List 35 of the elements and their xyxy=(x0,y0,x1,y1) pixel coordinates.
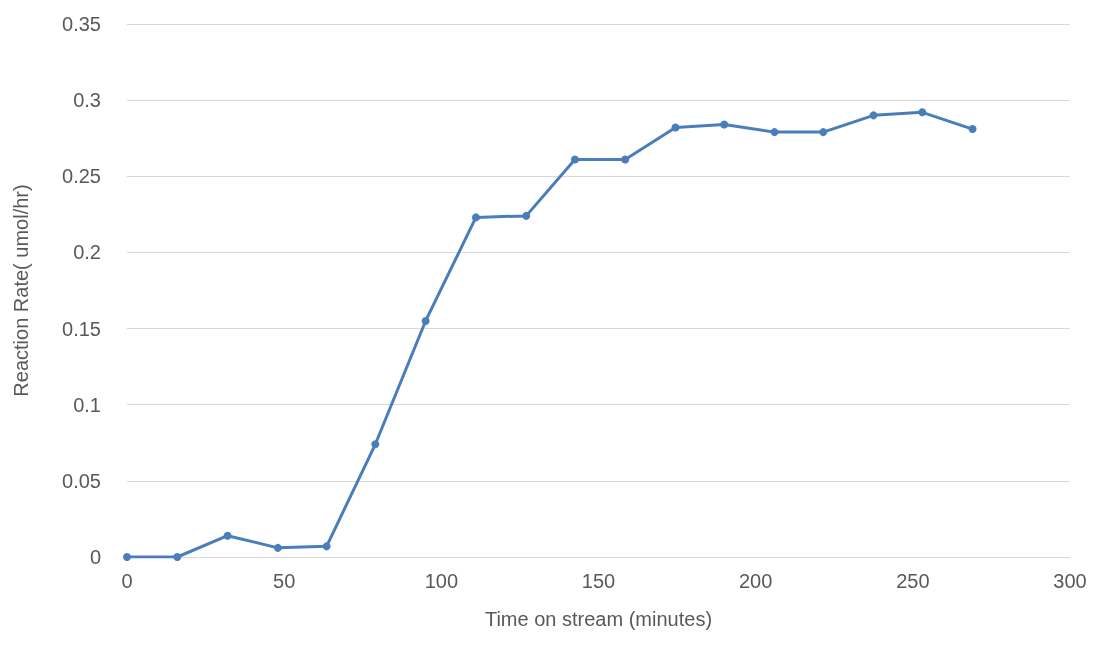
point xyxy=(918,108,927,117)
x-tick-label: 250 xyxy=(896,570,930,592)
point xyxy=(223,531,232,540)
point xyxy=(123,553,131,561)
point xyxy=(621,155,630,164)
point xyxy=(819,128,828,137)
point xyxy=(671,123,680,132)
point xyxy=(570,155,579,164)
y-tick-label: 0.05 xyxy=(62,469,101,492)
y-tick-label: 0.15 xyxy=(62,317,101,340)
x-tick-label: 150 xyxy=(581,570,616,592)
y-tick-label: 0.1 xyxy=(73,393,101,416)
point xyxy=(322,542,331,551)
point xyxy=(471,213,480,222)
y-tick-label: 0.25 xyxy=(62,165,101,188)
y-tick-label: 0 xyxy=(89,546,101,568)
x-tick-label: 300 xyxy=(1053,570,1087,592)
point xyxy=(869,111,878,120)
point xyxy=(273,543,282,552)
x-tick-label: 0 xyxy=(121,570,133,592)
y-tick-label: 0.2 xyxy=(73,241,101,264)
point xyxy=(371,440,380,449)
point xyxy=(421,316,430,325)
point xyxy=(968,125,977,134)
y-tick-label: 0.35 xyxy=(62,13,101,35)
x-tick-label: 50 xyxy=(273,570,296,592)
point xyxy=(173,553,182,561)
y-axis-title: Reaction Rate( umol/hr) xyxy=(10,184,32,397)
y-tick-label: 0.3 xyxy=(73,89,101,112)
point xyxy=(720,120,729,129)
x-tick-label: 100 xyxy=(424,570,459,592)
point xyxy=(522,211,531,220)
point xyxy=(770,128,779,137)
x-tick-label: 200 xyxy=(738,570,773,592)
x-axis-title: Time on stream (minutes) xyxy=(484,608,713,630)
